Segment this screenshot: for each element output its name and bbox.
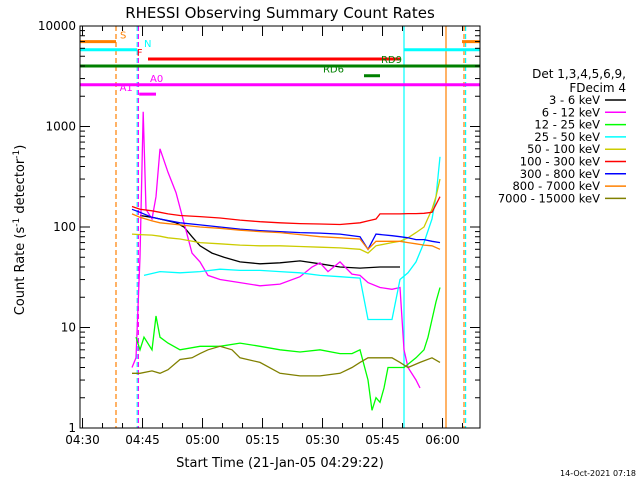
y-axis-label: Count Rate (s-1 detector-1) [12, 145, 28, 316]
plot-area [115, 26, 467, 428]
axes: 1 10 100 1000 10000 04:30 04:45 05:00 05:15 05:30… [38, 19, 481, 447]
footer-timestamp: 14-Oct-2021 07:18 [560, 469, 636, 478]
x-tick-label-3: 05:15 [245, 433, 280, 447]
legend-label-0: 3 - 6 keV [549, 93, 600, 107]
y-tick-label-1: 10 [61, 321, 76, 335]
x-tick-label-1: 04:45 [125, 433, 160, 447]
series-line-3 [143, 156, 441, 321]
legend-label-6: 300 - 800 keV [520, 167, 600, 181]
series-line-5 [131, 196, 441, 226]
flag-label-f: F [137, 48, 143, 59]
series-line-4 [131, 178, 441, 254]
legend-title-line-2: FDecim 4 [569, 81, 626, 95]
flag-label-rd9: RD9 [381, 55, 402, 66]
y-tick-label-4: 10000 [38, 19, 76, 33]
x-tick-label-4: 05:30 [305, 433, 340, 447]
x-tick-label-0: 04:30 [65, 433, 100, 447]
series-line-7 [131, 213, 441, 251]
y-tick-label-0: 1 [68, 421, 76, 435]
x-tick-label-6: 06:00 [425, 433, 460, 447]
legend-label-5: 100 - 300 keV [520, 155, 600, 169]
flag-label-n: N [144, 39, 151, 50]
series-line-6 [131, 208, 441, 251]
y-axis-label-part-3: ) [13, 145, 28, 150]
flag-label-rd6: RD6 [323, 65, 344, 76]
flag-bars: S NF RD9 RD6 A0 A1 [80, 31, 480, 96]
y-axis-label-sup-2: -1 [12, 150, 22, 159]
y-axis-label-part-2: detector [13, 158, 28, 218]
legend-label-1: 6 - 12 keV [542, 105, 600, 119]
y-axis-label-sup-1: -1 [12, 218, 22, 227]
legend-label-7: 800 - 7000 keV [512, 179, 600, 193]
flag-label-a0: A0 [150, 74, 163, 85]
x-axis-label: Start Time (21-Jan-05 04:29:22) [176, 456, 384, 471]
y-axis-label-part-1: Count Rate (s [13, 227, 28, 316]
legend-label-4: 50 - 100 keV [527, 142, 600, 156]
series-line-8 [132, 345, 441, 377]
y-tick-label-3: 1000 [45, 120, 76, 134]
y-tick-label-2: 100 [53, 220, 76, 234]
x-tick-label-5: 05:45 [365, 433, 400, 447]
legend-label-3: 25 - 50 keV [534, 130, 600, 144]
x-tick-label-2: 05:00 [185, 433, 220, 447]
flag-label-s: S [120, 31, 126, 42]
legend-label-8: 7000 - 15000 keV [498, 191, 600, 205]
legend-label-2: 12 - 25 keV [534, 118, 600, 132]
chart-title: RHESSI Observing Summary Count Rates [125, 4, 435, 22]
legend-title-line-1: Det 1,3,4,5,6,9, [532, 67, 626, 81]
series-line-2 [135, 287, 441, 411]
flag-label-a1: A1 [120, 83, 133, 94]
